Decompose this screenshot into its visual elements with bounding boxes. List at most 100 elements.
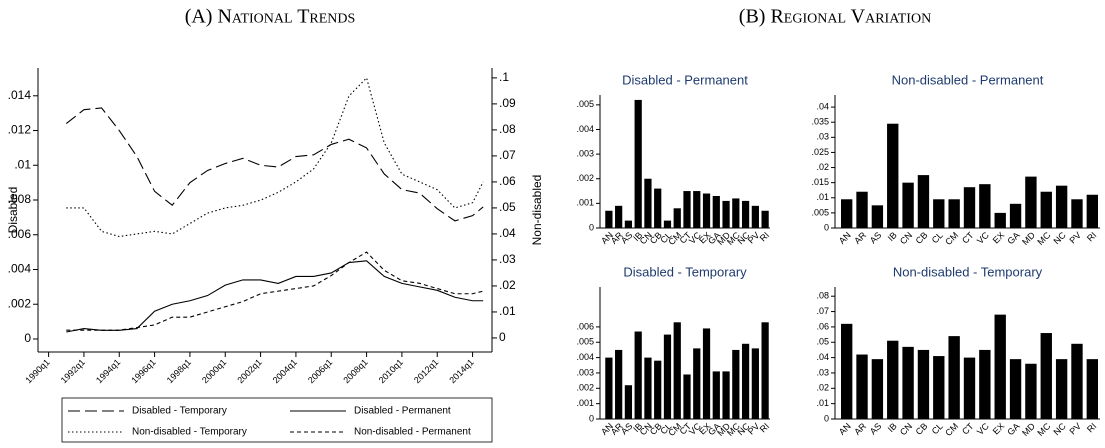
- bar: [948, 336, 960, 419]
- y-tick-label: .006: [8, 227, 32, 241]
- y-tick-label: .03: [816, 132, 829, 142]
- y-tick-label: .006: [576, 321, 594, 331]
- x-tick-label: 2000q1: [200, 357, 228, 385]
- bar: [1071, 199, 1083, 228]
- x-tick-label: AS: [868, 421, 884, 437]
- bar: [624, 385, 633, 419]
- bar: [654, 360, 662, 419]
- bar: [683, 191, 691, 228]
- bar: [856, 191, 868, 228]
- y2-tick-label: .03: [499, 252, 516, 266]
- bar: [994, 212, 1006, 228]
- x-tick-label: CN: [898, 421, 914, 437]
- x-tick-label: 2002q1: [235, 357, 263, 385]
- y-tick-label: .04: [816, 101, 829, 111]
- y-tick-label: 0: [824, 413, 829, 423]
- x-tick-label: GA: [1005, 421, 1021, 437]
- y2-tick-label: .01: [499, 304, 516, 318]
- x-tick-label: AR: [852, 230, 868, 246]
- x-tick-label: CM: [943, 421, 960, 438]
- x-tick-label: EX: [991, 421, 1007, 437]
- y-tick-label: .002: [576, 173, 594, 183]
- y2-tick-label: .1: [499, 70, 509, 84]
- bar: [663, 334, 672, 419]
- y-tick-label: .02: [816, 383, 829, 393]
- x-tick-label: CT: [960, 421, 976, 437]
- bar: [761, 210, 769, 228]
- x-tick-label: 2006q1: [306, 357, 334, 385]
- y-tick-label: .005: [576, 99, 594, 109]
- bar: [615, 205, 623, 228]
- bar: [840, 199, 853, 228]
- y2-tick-label: .04: [499, 226, 516, 240]
- y2-tick-label: 0: [499, 330, 506, 344]
- x-tick-label: VC: [975, 421, 991, 437]
- bar: [994, 314, 1006, 419]
- x-tick-label: CN: [898, 230, 914, 246]
- legend-box: [61, 397, 493, 443]
- x-tick-label: 1998q1: [165, 357, 193, 385]
- legend-label: Disabled - Permanent: [354, 406, 451, 417]
- bar: [751, 348, 759, 419]
- y-tick-label: .004: [8, 262, 32, 276]
- bar: [702, 328, 711, 419]
- y-tick-label: 0: [824, 222, 829, 232]
- bar: [1055, 359, 1068, 419]
- bar: [741, 343, 750, 419]
- x-tick-label: AS: [868, 230, 884, 246]
- bar: [1025, 176, 1037, 228]
- x-tick-label: CL: [930, 421, 945, 436]
- bar: [673, 208, 681, 228]
- bar: [933, 356, 945, 419]
- chart-title: Disabled - Permanent: [622, 72, 748, 87]
- bar: [644, 178, 652, 228]
- y-tick-label: .003: [576, 367, 594, 377]
- x-tick-label: 2004q1: [271, 357, 299, 385]
- bar: [902, 182, 914, 228]
- bar: [963, 187, 976, 228]
- x-tick-label: CB: [914, 421, 930, 437]
- x-tick-label: CT: [960, 230, 976, 246]
- y-tick-label: .01: [816, 192, 829, 202]
- x-tick-label: PV: [1067, 230, 1083, 246]
- bar: [693, 191, 701, 228]
- bar: [1025, 363, 1037, 419]
- x-tick-label: CM: [943, 230, 960, 247]
- x-tick-label: AR: [852, 421, 868, 437]
- bar: [933, 199, 945, 228]
- y-tick-label: .002: [576, 383, 594, 393]
- y-tick-label: .02: [816, 162, 829, 172]
- bar: [624, 220, 633, 228]
- x-tick-label: RI: [758, 230, 771, 243]
- bar: [871, 205, 884, 228]
- chart-title: Non-disabled - Permanent: [892, 72, 1044, 87]
- y2-tick-label: .09: [499, 96, 516, 110]
- y-tick-label: 0: [24, 331, 31, 345]
- x-tick-label: MC: [1035, 421, 1052, 438]
- y2-tick-label: .08: [499, 122, 516, 136]
- bar: [683, 374, 691, 419]
- y-tick-label: .015: [811, 177, 829, 187]
- bar: [1071, 343, 1083, 419]
- bar: [1055, 185, 1068, 228]
- x-tick-label: 2010q1: [377, 357, 405, 385]
- x-tick-label: 1990q1: [23, 357, 51, 385]
- y-tick-label: .001: [576, 198, 594, 208]
- x-tick-label: IB: [886, 230, 899, 243]
- bar: [902, 346, 914, 419]
- panel-title: (B) Regional Variation: [739, 6, 931, 28]
- bar: [605, 357, 613, 419]
- x-tick-label: 2008q1: [341, 357, 369, 385]
- bar: [1086, 359, 1099, 419]
- line-series: [66, 76, 484, 238]
- bar: [605, 210, 613, 228]
- x-tick-label: RI: [1085, 421, 1098, 434]
- y-tick-label: .002: [8, 296, 32, 310]
- x-tick-label: CL: [930, 230, 945, 245]
- line-series: [65, 107, 484, 222]
- bar: [634, 331, 642, 419]
- y2-axis-label: Non-disabled: [530, 175, 544, 246]
- legend-label: Non-disabled - Permanent: [354, 427, 471, 438]
- bar: [856, 354, 868, 419]
